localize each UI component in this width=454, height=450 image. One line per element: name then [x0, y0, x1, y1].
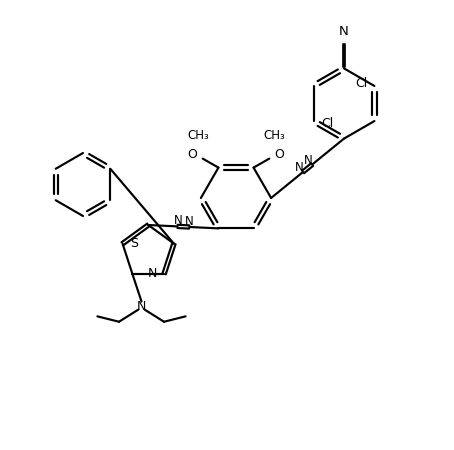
Text: S: S	[130, 237, 138, 250]
Text: N: N	[137, 300, 146, 312]
Text: Cl: Cl	[322, 117, 334, 130]
Text: Cl: Cl	[355, 77, 368, 90]
Text: O: O	[275, 148, 285, 161]
Text: N: N	[339, 25, 349, 38]
Text: N: N	[173, 214, 182, 227]
Text: N: N	[148, 267, 158, 280]
Text: CH₃: CH₃	[263, 129, 285, 141]
Text: O: O	[188, 148, 197, 161]
Text: N: N	[295, 161, 304, 174]
Text: N: N	[185, 215, 194, 228]
Text: CH₃: CH₃	[188, 129, 209, 141]
Text: N: N	[304, 153, 313, 166]
